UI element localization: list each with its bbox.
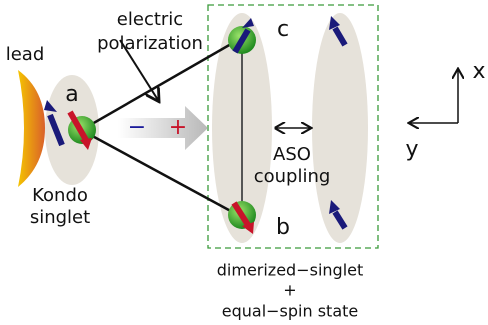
polarization-label: electric (117, 9, 183, 30)
aso-label: ASO (273, 144, 311, 165)
charge-plus: + (169, 115, 187, 140)
site-label: c (277, 17, 289, 42)
site-label: a (65, 82, 78, 107)
charge-minus: − (128, 115, 146, 140)
kondo-label: singlet (30, 207, 90, 228)
site-label: b (276, 215, 290, 240)
kondo-label: Kondo (32, 185, 88, 206)
state-label: equal−spin state (222, 302, 359, 321)
axis-label: x (472, 59, 485, 84)
diagram: lead electric polarization a Kondo singl… (0, 0, 488, 325)
axis-label: y (405, 137, 418, 162)
state-label: + (283, 281, 296, 300)
lead-label: lead (6, 44, 45, 65)
aso-label: coupling (254, 166, 331, 187)
state-label: dimerized−singlet (217, 261, 364, 280)
polarization-label: polarization (97, 33, 203, 54)
